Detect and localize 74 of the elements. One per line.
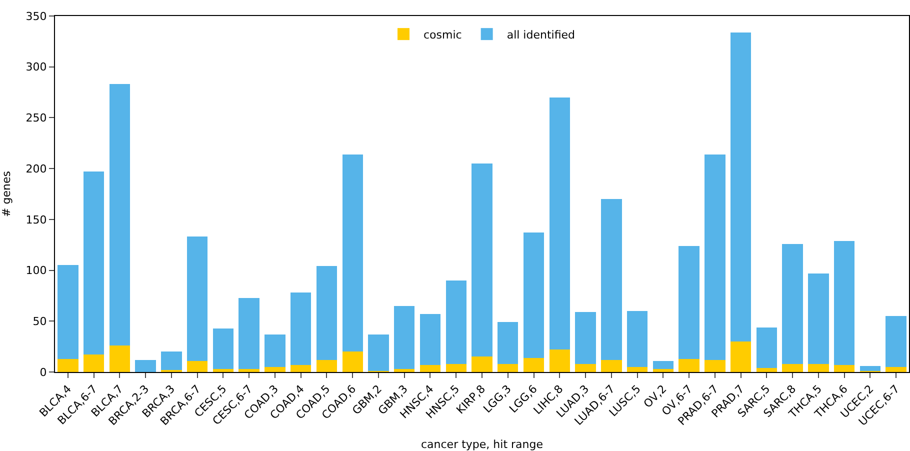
bar — [730, 341, 752, 372]
bar — [549, 97, 570, 350]
bar — [290, 292, 312, 365]
y-tick-label: 350 — [26, 10, 47, 23]
bar — [238, 368, 260, 372]
bar — [472, 163, 492, 357]
legend-label: cosmic — [424, 28, 462, 42]
bar — [368, 334, 389, 371]
bar — [575, 312, 596, 364]
bar — [808, 273, 829, 364]
legend-label: all identified — [506, 28, 576, 42]
bar — [212, 368, 234, 372]
bar — [83, 354, 104, 372]
y-axis-title: # genes — [0, 170, 13, 217]
bar — [704, 154, 726, 360]
bar — [472, 356, 492, 372]
bar — [626, 366, 648, 372]
bar — [446, 364, 466, 372]
bar — [834, 240, 855, 365]
bar — [575, 364, 596, 372]
bar — [212, 328, 234, 369]
bar — [808, 364, 829, 372]
bar — [523, 358, 544, 372]
bar — [238, 298, 260, 369]
bar — [523, 232, 544, 358]
bar — [886, 366, 906, 372]
bar — [420, 364, 441, 372]
bar — [290, 364, 312, 372]
x-axis-title: cancer type, hit range — [421, 438, 544, 451]
y-tick-label: 0 — [40, 366, 47, 379]
bar — [601, 360, 622, 372]
bar — [782, 364, 803, 372]
y-tick-label: 250 — [26, 112, 47, 125]
bar — [186, 360, 208, 372]
bar — [342, 352, 363, 372]
bar — [161, 352, 182, 370]
y-tick-label: 150 — [26, 213, 47, 226]
bar — [58, 358, 78, 372]
bar — [678, 246, 700, 359]
bar — [83, 172, 104, 355]
bar — [446, 280, 466, 364]
bar — [135, 360, 156, 372]
bar — [860, 366, 881, 371]
bar — [756, 368, 778, 372]
bar — [394, 306, 415, 369]
bar — [834, 364, 855, 372]
bar — [704, 360, 726, 372]
y-tick-label: 200 — [26, 162, 47, 176]
y-tick-label: 100 — [26, 264, 47, 278]
bar — [109, 346, 130, 372]
y-tick-label: 50 — [32, 314, 47, 328]
y-tick-label: 300 — [26, 60, 47, 74]
bar — [316, 360, 338, 372]
bar — [498, 322, 518, 364]
bar — [342, 154, 363, 352]
bar — [601, 199, 622, 360]
bar — [756, 327, 778, 368]
bar — [109, 84, 130, 346]
bar — [498, 364, 518, 372]
bar — [264, 334, 286, 367]
bar — [886, 316, 906, 367]
bar — [186, 236, 208, 361]
bar — [678, 358, 700, 372]
bar — [264, 366, 286, 372]
bar — [782, 244, 803, 364]
bar — [420, 314, 441, 365]
bar — [394, 368, 415, 372]
bar — [652, 368, 674, 372]
bar — [58, 265, 78, 359]
bar — [549, 350, 570, 372]
bar — [730, 32, 752, 342]
bar — [652, 360, 674, 369]
bar — [626, 310, 648, 367]
bar — [316, 266, 338, 360]
